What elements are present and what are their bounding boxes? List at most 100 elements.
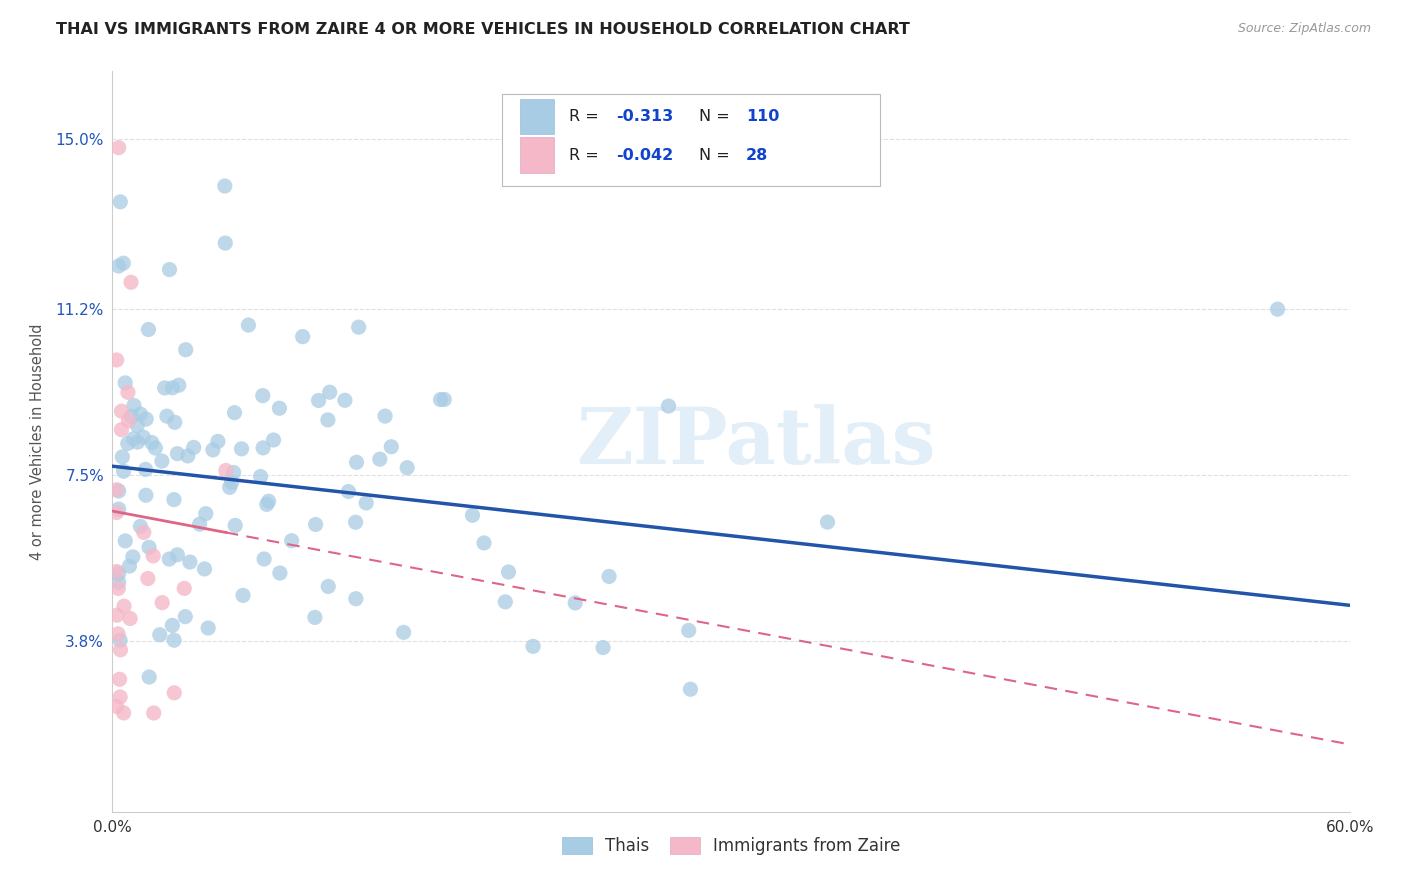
Point bbox=[494, 595, 516, 609]
Point bbox=[374, 409, 396, 423]
Point bbox=[107, 259, 129, 273]
Point bbox=[162, 381, 184, 395]
Point bbox=[120, 275, 142, 289]
Point bbox=[108, 690, 131, 704]
Point bbox=[110, 643, 132, 657]
Point bbox=[110, 404, 132, 418]
Point bbox=[598, 569, 620, 583]
Point bbox=[110, 194, 132, 209]
Point bbox=[105, 699, 128, 714]
Point bbox=[207, 434, 229, 449]
Point bbox=[132, 525, 155, 540]
Text: ZIPatlas: ZIPatlas bbox=[576, 403, 935, 480]
Text: N =: N = bbox=[699, 147, 735, 162]
Point bbox=[522, 640, 544, 654]
Text: R =: R = bbox=[569, 109, 605, 124]
Point bbox=[396, 460, 419, 475]
Point bbox=[105, 483, 128, 497]
Point bbox=[138, 670, 160, 684]
Point bbox=[163, 492, 186, 507]
Point bbox=[354, 496, 377, 510]
Point bbox=[135, 462, 157, 476]
Text: -0.042: -0.042 bbox=[616, 147, 673, 162]
Point bbox=[316, 413, 339, 427]
Point bbox=[232, 588, 254, 602]
Point bbox=[132, 430, 155, 444]
Point bbox=[679, 682, 702, 697]
Point bbox=[163, 686, 186, 700]
Y-axis label: 4 or more Vehicles in Household: 4 or more Vehicles in Household bbox=[30, 323, 45, 560]
Text: R =: R = bbox=[569, 147, 605, 162]
Point bbox=[142, 706, 165, 720]
Point bbox=[304, 517, 326, 532]
Point bbox=[105, 506, 128, 520]
Point bbox=[135, 488, 157, 502]
Point bbox=[120, 611, 142, 625]
Text: 28: 28 bbox=[747, 147, 768, 162]
Point bbox=[136, 572, 159, 586]
Point bbox=[252, 389, 274, 403]
Point bbox=[433, 392, 456, 407]
Point bbox=[108, 673, 131, 687]
Point bbox=[174, 609, 197, 624]
Point bbox=[127, 418, 149, 433]
Point bbox=[318, 385, 340, 400]
Point bbox=[107, 566, 129, 581]
Point bbox=[114, 533, 136, 548]
Point bbox=[269, 401, 291, 416]
Point bbox=[127, 435, 149, 450]
Point bbox=[215, 463, 238, 477]
Point bbox=[114, 376, 136, 390]
Point bbox=[142, 549, 165, 563]
Point bbox=[304, 610, 326, 624]
Point bbox=[269, 566, 291, 580]
Point bbox=[163, 415, 186, 429]
Point bbox=[347, 320, 370, 334]
Point bbox=[197, 621, 219, 635]
Point bbox=[107, 502, 129, 516]
Text: THAI VS IMMIGRANTS FROM ZAIRE 4 OR MORE VEHICLES IN HOUSEHOLD CORRELATION CHART: THAI VS IMMIGRANTS FROM ZAIRE 4 OR MORE … bbox=[56, 22, 910, 37]
Point bbox=[112, 706, 135, 720]
Point bbox=[156, 409, 179, 424]
Point bbox=[141, 435, 163, 450]
Point bbox=[346, 455, 368, 469]
Point bbox=[167, 378, 190, 392]
Point bbox=[257, 494, 280, 508]
Point bbox=[498, 565, 520, 579]
Point bbox=[157, 552, 180, 566]
Point bbox=[117, 385, 139, 400]
Point bbox=[138, 322, 160, 336]
Point bbox=[183, 441, 205, 455]
Text: N =: N = bbox=[699, 109, 735, 124]
Point bbox=[280, 533, 302, 548]
Point bbox=[221, 475, 243, 490]
Point bbox=[107, 483, 129, 498]
Point bbox=[111, 450, 134, 464]
Point bbox=[657, 399, 679, 413]
FancyBboxPatch shape bbox=[520, 99, 554, 135]
Point bbox=[316, 579, 339, 593]
Point bbox=[112, 599, 135, 614]
Point bbox=[163, 633, 186, 648]
Point bbox=[150, 596, 173, 610]
Point bbox=[337, 484, 360, 499]
Legend: Thais, Immigrants from Zaire: Thais, Immigrants from Zaire bbox=[562, 837, 900, 855]
Point bbox=[107, 627, 129, 641]
Point bbox=[159, 262, 181, 277]
Point bbox=[121, 549, 143, 564]
Point bbox=[201, 442, 224, 457]
Point bbox=[110, 423, 132, 437]
Point bbox=[107, 582, 129, 596]
Point bbox=[194, 507, 217, 521]
Point bbox=[143, 441, 166, 455]
Point bbox=[166, 548, 188, 562]
Point bbox=[122, 399, 145, 413]
Point bbox=[253, 552, 276, 566]
Point bbox=[380, 440, 402, 454]
Point bbox=[218, 480, 240, 494]
Point bbox=[817, 515, 839, 529]
Point bbox=[162, 618, 184, 632]
Point bbox=[344, 591, 367, 606]
Point bbox=[107, 141, 129, 155]
Point bbox=[392, 625, 415, 640]
